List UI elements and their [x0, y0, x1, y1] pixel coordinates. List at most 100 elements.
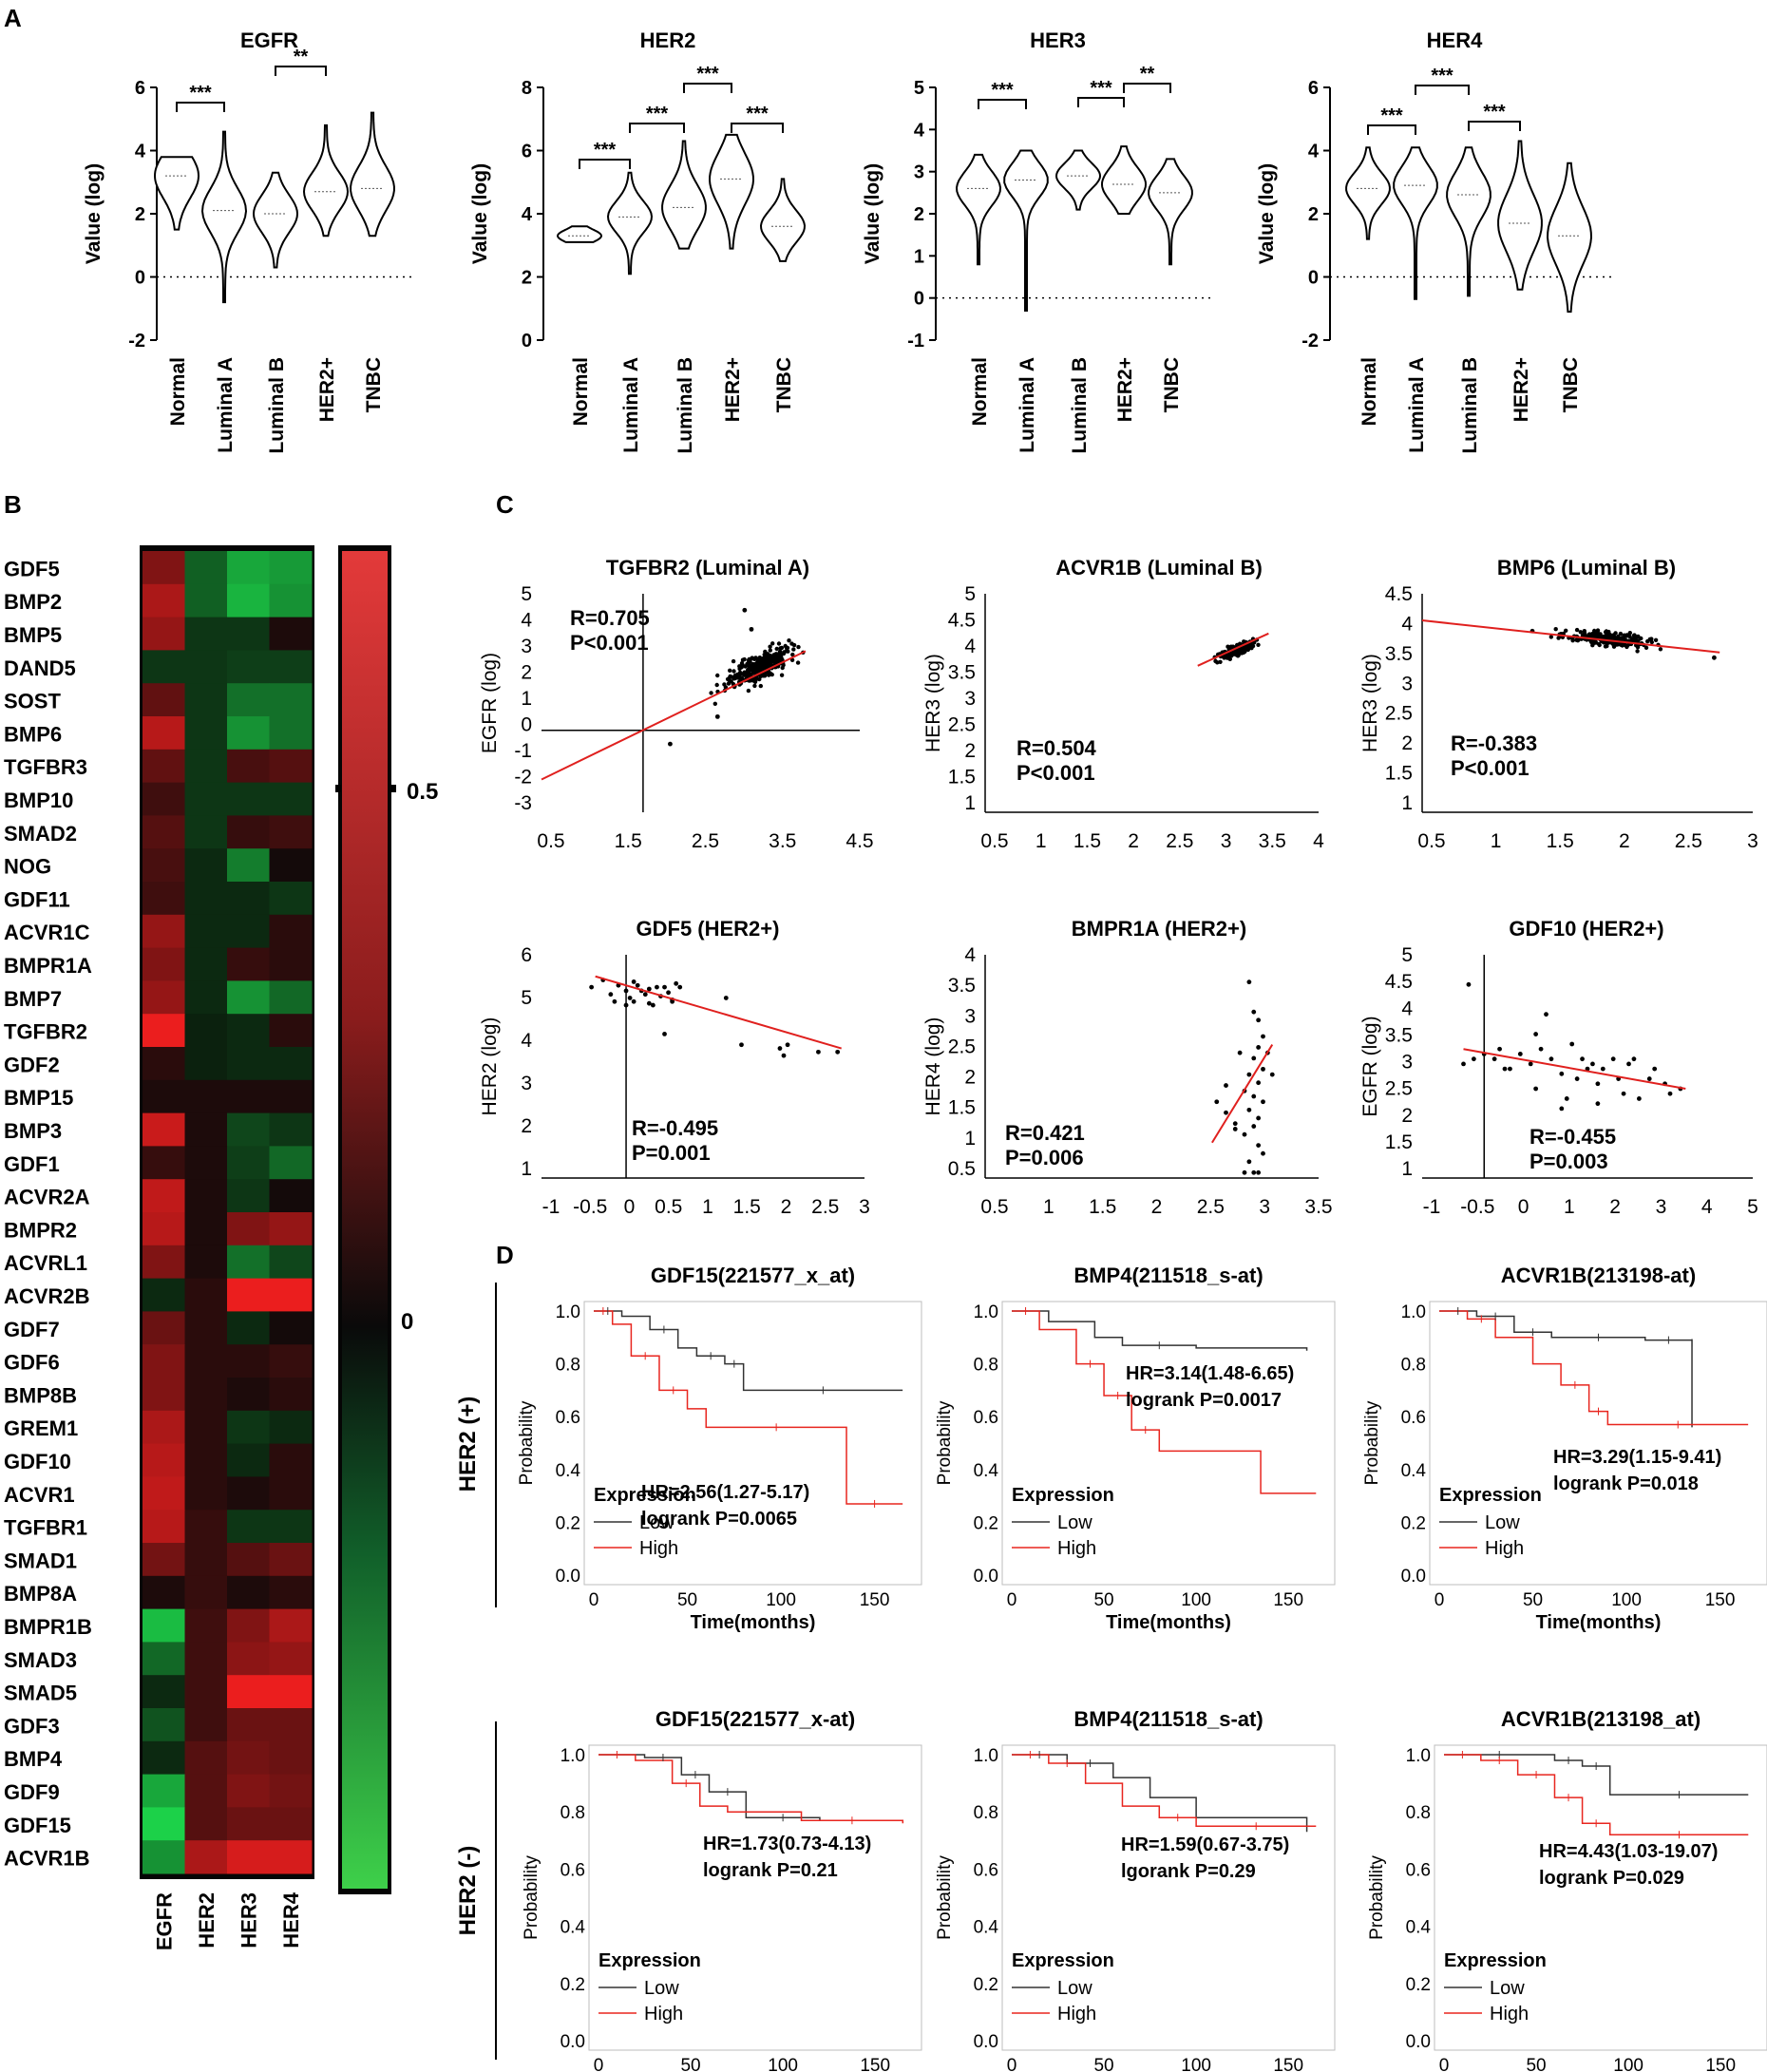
km-logrank: logrank P=0.018 — [1553, 1473, 1699, 1494]
heatmap-row-label: GREM1 — [4, 1416, 78, 1440]
violin-group-label: Luminal B — [674, 357, 696, 454]
km-xtick-label: 50 — [677, 1590, 697, 1610]
scatter-xtick-label: 3 — [1656, 1196, 1667, 1218]
heatmap-cell — [142, 617, 185, 651]
km-legend-title: Expression — [598, 1950, 701, 1971]
km-title: ACVR1B(213198-at) — [1501, 1264, 1696, 1287]
scatter-plot: TGFBR2 (Luminal A) 0.5 1.5 2.5 3.5 4.5 -3 -2 -1 0… — [479, 556, 874, 852]
km-xtick-label: 50 — [1526, 2056, 1546, 2072]
violin-shape — [1345, 146, 1391, 240]
scatter-xtick-label: -0.5 — [573, 1196, 607, 1218]
heatmap-row-label: GDF2 — [4, 1053, 60, 1076]
heatmap-cell — [227, 1278, 270, 1312]
violin-ytick-label: 4 — [1308, 142, 1320, 162]
scatter-xtick-label: 2.5 — [692, 830, 719, 852]
km-hazard-ratio: HR=4.43(1.03-19.07) — [1539, 1841, 1718, 1862]
scatter-point — [1605, 643, 1609, 649]
scatter-ytick-label: 2 — [964, 1067, 976, 1089]
heatmap-cell — [269, 914, 313, 949]
km-xtick-label: 0 — [594, 2056, 604, 2072]
scatter-point — [1578, 630, 1584, 635]
km-ytick-label: 0.4 — [974, 1918, 999, 1938]
scatter-point — [1574, 1076, 1580, 1081]
scatter-point — [646, 986, 652, 992]
scatter-point — [1582, 629, 1587, 634]
violin-group-label: Luminal A — [1406, 357, 1428, 453]
heatmap-cell — [269, 1510, 313, 1544]
scatter-xtick-label: 2 — [1609, 1196, 1621, 1218]
scatter-xtick-label: 0.5 — [1417, 830, 1445, 852]
scatter-ytick-label: 4 — [521, 610, 532, 632]
heatmap-cell — [227, 683, 270, 717]
heatmap-cell — [142, 1047, 185, 1081]
heatmap-cell — [142, 716, 185, 751]
violin-shape — [153, 156, 200, 231]
violin-ytick-label: 5 — [914, 78, 924, 99]
heatmap-cell — [269, 815, 313, 849]
heatmap-row-label: BMPR2 — [4, 1218, 77, 1242]
scatter-point — [1251, 1169, 1257, 1175]
heatmap-cell — [184, 1311, 228, 1345]
scatter-point — [1242, 1131, 1247, 1137]
heatmap-row-label: BMP15 — [4, 1086, 73, 1110]
scatter-point — [1564, 628, 1568, 633]
km-xtick-label: 150 — [860, 2056, 890, 2072]
violin-group-label: Normal — [570, 357, 592, 426]
scatter-point — [790, 652, 795, 657]
km-title: ACVR1B(213198_at) — [1501, 1707, 1700, 1731]
heatmap-cell — [142, 980, 185, 1015]
scatter-stat-r: R=-0.383 — [1451, 732, 1537, 755]
scatter-point — [631, 979, 636, 984]
colorbar-tick-label: 0 — [401, 1309, 413, 1335]
violin-ytick-label: 2 — [135, 204, 145, 225]
scatter-point — [715, 673, 720, 678]
scatter-xtick-label: 1.5 — [1547, 830, 1574, 852]
scatter-ytick-label: 1.5 — [948, 1097, 976, 1119]
km-curve-high — [598, 1754, 904, 1824]
violin-ylabel: Value (log) — [862, 163, 884, 264]
scatter-ytick-label: 5 — [521, 583, 532, 605]
km-xlabel: Time(months) — [1536, 1612, 1662, 1633]
violin-ytick-label: 0 — [135, 268, 145, 289]
km-logrank: logrank P=0.0017 — [1126, 1390, 1282, 1411]
scatter-ytick-label: 1.5 — [1385, 1131, 1413, 1153]
heatmap-cell — [184, 1245, 228, 1280]
scatter-point — [1646, 1076, 1652, 1081]
significance-bracket — [1468, 121, 1521, 131]
violin-ytick-label: 2 — [914, 204, 924, 225]
km-ytick-label: 0.4 — [1406, 1918, 1432, 1938]
km-legend-title: Expression — [1012, 1485, 1114, 1506]
scatter-point — [1492, 1056, 1497, 1062]
scatter-point — [778, 653, 784, 657]
scatter-ytick-label: 3 — [1401, 1052, 1413, 1074]
violin-group-label: Normal — [969, 357, 991, 426]
heatmap-cell — [269, 1608, 313, 1643]
scatter-point — [756, 656, 761, 662]
heatmap-cell — [269, 683, 313, 717]
heatmap-cell — [227, 882, 270, 916]
km-hazard-ratio: HR=2.56(1.27-5.17) — [641, 1482, 809, 1503]
heatmap-row-label: GDF1 — [4, 1152, 60, 1176]
scatter-point — [1250, 643, 1256, 649]
heatmap-cell — [184, 1476, 228, 1511]
scatter-point — [642, 992, 648, 998]
heatmap-cell — [184, 1278, 228, 1312]
heatmap-row-label: GDF15 — [4, 1814, 71, 1837]
heatmap-column-label: HER2 — [195, 1892, 218, 1948]
violin-shape — [1054, 149, 1102, 211]
row-label-her2-neg: HER2 (-) — [455, 1846, 481, 1936]
heatmap-cell — [227, 1378, 270, 1412]
scatter-ytick-label: -2 — [514, 767, 532, 789]
violin-plot-her3: HER3 -1 0 1 2 3 4 5 Value (log) Normal Luminal A Lu… — [862, 29, 1213, 454]
significance-label: *** — [189, 83, 212, 104]
scatter-point — [1251, 1009, 1257, 1015]
heatmap-cell — [227, 980, 270, 1015]
heatmap-cell — [227, 1840, 270, 1874]
scatter-point — [752, 679, 758, 684]
panel-label-b: B — [4, 490, 22, 519]
heatmap-cell — [142, 1443, 185, 1477]
heatmap-row-label: ACVR2A — [4, 1186, 90, 1209]
panel-label-d: D — [496, 1241, 514, 1269]
heatmap-cell — [269, 1344, 313, 1378]
scatter-point — [1575, 638, 1581, 643]
